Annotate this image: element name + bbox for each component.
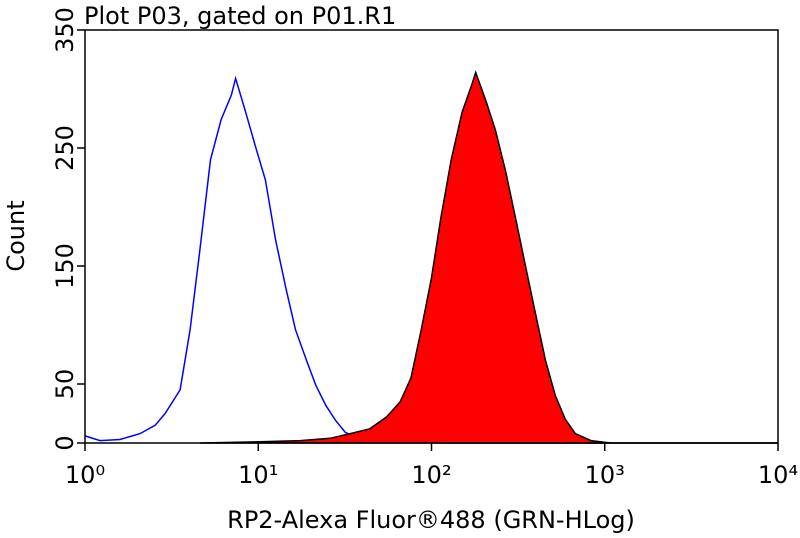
x-tick-label: 10³: [585, 461, 625, 489]
chart-title: Plot P03, gated on P01.R1: [84, 2, 396, 30]
plot-frame: [84, 29, 779, 444]
x-tick-label: 10⁴: [758, 461, 798, 489]
x-tick-label: 10⁰: [65, 461, 105, 489]
x-tick-label: 10¹: [238, 461, 278, 489]
y-tick-label: 150: [51, 243, 79, 289]
y-tick-label: 50: [51, 369, 79, 400]
y-tick-label: 350: [51, 7, 79, 53]
x-axis-label: RP2-Alexa Fluor®488 (GRN-HLog): [227, 506, 635, 534]
y-axis-label: Count: [2, 200, 30, 271]
y-tick-label: 250: [51, 125, 79, 171]
y-tick-label: 0: [51, 435, 79, 450]
x-tick-label: 10²: [411, 461, 451, 489]
histogram-curve: [199, 70, 778, 444]
